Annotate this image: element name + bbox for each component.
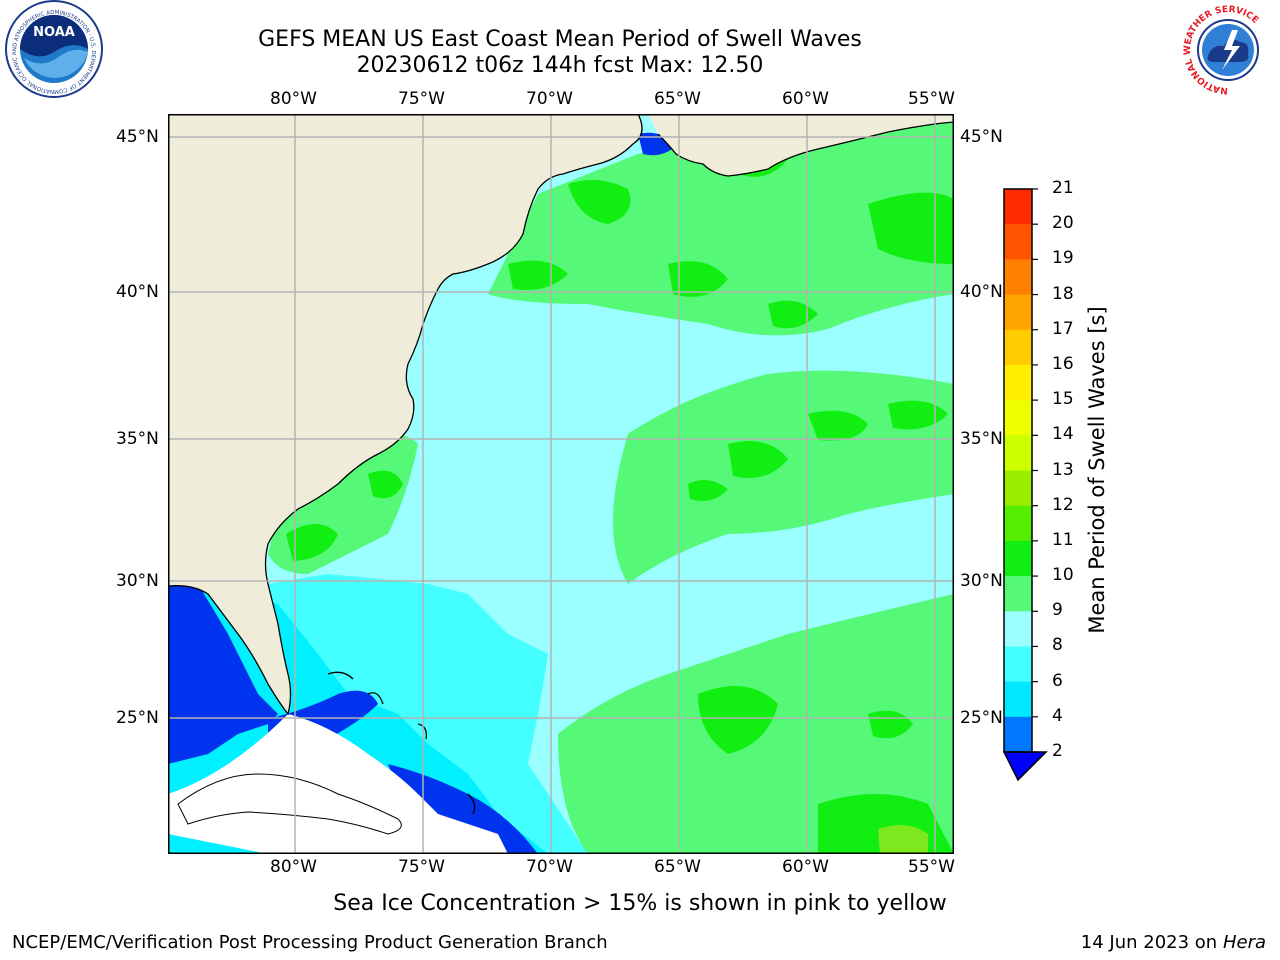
colorbar-label: 11 [1052,529,1074,550]
colorbar-label: 4 [1052,705,1063,726]
colorbar-cell [1004,470,1032,507]
lat-label-left: 35°N [116,429,159,449]
lat-label-right: 30°N [960,571,1003,591]
footer-credit: NCEP/EMC/Verification Post Processing Pr… [12,932,608,953]
green-southeast-cells [698,686,954,854]
colorbar-label: 12 [1052,494,1074,515]
lat-label-right: 35°N [960,429,1003,449]
lon-label-top: 55°W [908,89,955,109]
lat-label-left: 40°N [116,282,159,302]
colorbar-label: 9 [1052,600,1063,621]
lon-label-bottom: 70°W [526,857,573,877]
colorbar-label: 14 [1052,424,1074,445]
swell-period-map [168,114,954,854]
lon-label-bottom: 60°W [782,857,829,877]
lon-label-bottom: 65°W [654,857,701,877]
colorbar-label: 13 [1052,459,1074,480]
graticule [168,114,954,854]
colorbar-cell [1004,716,1032,753]
green-carolina-cells [286,470,403,561]
colorbar-cell [1004,329,1032,366]
lon-label-top: 80°W [270,89,317,109]
colorbar-label: 18 [1052,283,1074,304]
colorbar-label: 15 [1052,389,1074,410]
colorbar-cell [1004,681,1032,718]
colorbar-label: 10 [1052,565,1074,586]
lat-label-left: 30°N [116,571,159,591]
footer-date-text: 14 Jun 2023 on [1080,932,1218,953]
land-cuba [177,773,402,835]
yellow-green-patch [878,825,928,854]
colorbar-cell [1004,611,1032,647]
colorbar-cell [1004,294,1032,331]
footer-date: 14 Jun 2023 on Hera [1081,932,1266,953]
blue-gulf [168,584,278,764]
colorbar-cell [1004,224,1032,260]
lon-label-top: 60°W [782,89,829,109]
lat-label-right: 25°N [960,708,1003,728]
colorbar-cell [1004,400,1032,436]
land-us [168,114,642,714]
colorbar-label: 17 [1052,318,1074,339]
colorbar-label: 19 [1052,248,1074,269]
sea-ice-note: Sea Ice Concentration > 15% is shown in … [333,891,947,916]
colorbar-label: 6 [1052,670,1063,691]
colorbar-cell [1004,364,1032,401]
lat-label-left: 25°N [116,708,159,728]
colorbar-label: 16 [1052,353,1074,374]
colorbar-cell [1004,259,1032,296]
green-band-north [488,114,954,336]
colorbar-cell [1004,435,1032,471]
lon-label-bottom: 55°W [908,857,955,877]
map-subtitle: 20230612 t06z 144h fcst Max: 12.50 [356,53,764,78]
colorbar-cell [1004,576,1032,612]
noaa-logo-icon: NATIONAL OCEANIC AND ATMOSPHERIC ADMINIS… [2,0,103,98]
coastline-us [168,114,643,716]
lon-label-bottom: 75°W [398,857,445,877]
map-title: GEFS MEAN US East Coast Mean Period of S… [258,27,862,52]
colorbar-label: 21 [1052,178,1074,198]
colorbar-cell [1004,189,1032,225]
colorbar-label: 2 [1052,741,1063,761]
lat-label-right: 45°N [960,127,1003,147]
colorbar-cell [1004,646,1032,683]
colorbar-title: Mean Period of Swell Waves [s] [1085,306,1109,634]
footer-machine: Hera [1222,932,1266,953]
colorbar-cell [1004,505,1032,542]
land-canada [648,114,954,176]
colorbar-label: 20 [1052,213,1074,234]
green-cells-north [508,141,954,329]
lat-label-right: 40°N [960,282,1003,302]
lon-label-top: 65°W [654,89,701,109]
colorbar [1002,188,1048,782]
colorbar-extend-arrow [1002,751,1048,782]
nws-logo-icon: NATIONAL WEATHER SERVICE [1180,2,1276,98]
green-central-east [613,370,954,584]
noaa-logo-text: NOAA [33,25,75,40]
lon-label-top: 75°W [398,89,445,109]
coastline-bahamas [327,671,476,815]
lon-label-bottom: 80°W [270,857,317,877]
green-cells-central [688,400,948,502]
colorbar-cell [1004,540,1032,577]
colorbar-label: 8 [1052,635,1063,656]
lon-label-top: 70°W [526,89,573,109]
lat-label-left: 45°N [116,127,159,147]
